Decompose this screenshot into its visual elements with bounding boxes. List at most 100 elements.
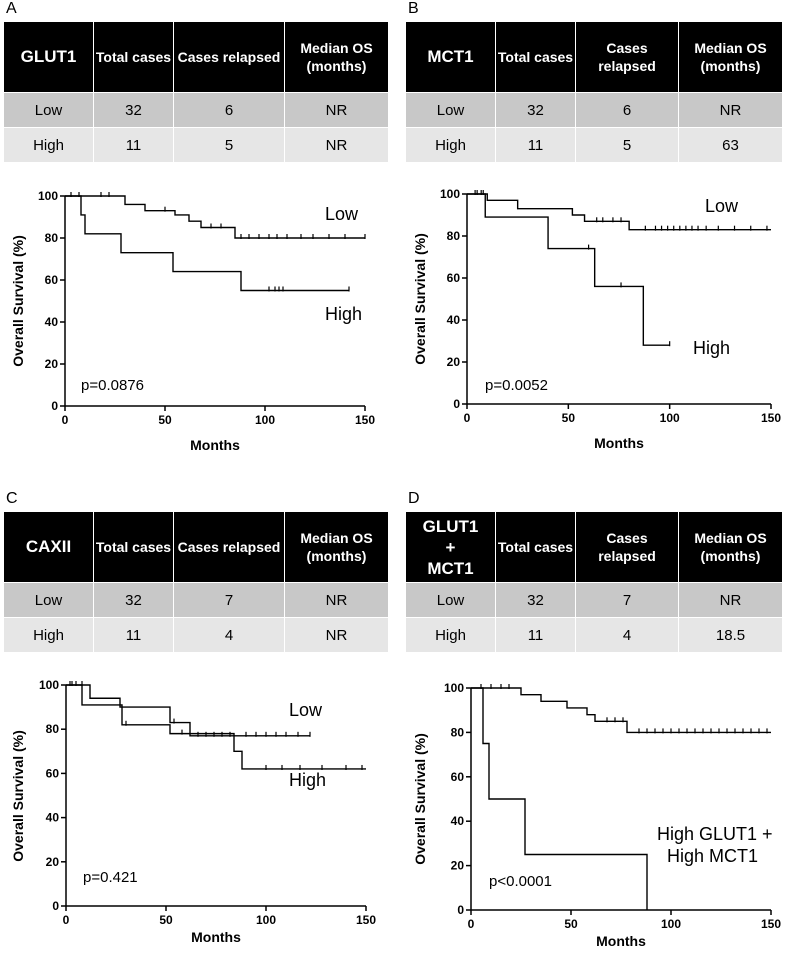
group-cell: Low bbox=[3, 92, 94, 128]
x-tick-label: 150 bbox=[356, 913, 376, 927]
y-tick-label: 40 bbox=[45, 315, 59, 329]
y-tick-label: 80 bbox=[45, 231, 59, 245]
group-cell: Low bbox=[405, 92, 496, 128]
y-tick-label: 40 bbox=[46, 811, 60, 825]
group-cell: Low bbox=[3, 582, 94, 618]
table-row: High 11 4 NR bbox=[3, 617, 389, 653]
median-cell: NR bbox=[284, 127, 389, 163]
x-tick-label: 0 bbox=[62, 413, 69, 427]
survival-curve bbox=[471, 687, 648, 910]
low-curve-label: Low bbox=[705, 196, 739, 216]
survival-curve bbox=[467, 193, 670, 346]
x-tick-label: 50 bbox=[562, 411, 576, 425]
x-tick-label: 150 bbox=[761, 917, 781, 931]
header-relapsed: Cases relapsed bbox=[575, 21, 679, 93]
relapsed-cell: 5 bbox=[173, 127, 285, 163]
table-row: High 11 5 63 bbox=[405, 127, 783, 163]
y-tick-label: 0 bbox=[457, 903, 464, 917]
y-axis-title: Overall Survival (%) bbox=[10, 235, 26, 367]
header-median: Median OS (months) bbox=[678, 511, 783, 583]
x-axis-title: Months bbox=[594, 435, 644, 451]
x-axis-title: Months bbox=[191, 929, 241, 945]
high-curve-label: High bbox=[325, 304, 362, 324]
marker-name: CAXII bbox=[3, 511, 94, 583]
header-total: Total cases bbox=[495, 511, 576, 583]
total-cell: 32 bbox=[495, 92, 576, 128]
km-chart: 0 50 100 150 0 20 40 60 80 100 Months Overall Sur… bbox=[10, 189, 375, 453]
survival-curve bbox=[65, 195, 365, 239]
km-axes: 0 50 100 150 0 20 40 60 80 100 bbox=[39, 678, 376, 927]
low-curve-label: Low bbox=[325, 204, 359, 224]
survival-curve bbox=[66, 684, 310, 737]
high-curve-label: High bbox=[289, 770, 326, 790]
km-marks bbox=[467, 190, 771, 347]
marker-name: GLUT1 bbox=[3, 21, 94, 93]
group-cell: High bbox=[3, 127, 94, 163]
total-cell: 32 bbox=[93, 582, 174, 618]
total-cell: 11 bbox=[93, 127, 174, 163]
stats-table: GLUT1 Total cases Cases relapsed Median … bbox=[3, 21, 389, 163]
total-cell: 11 bbox=[495, 617, 576, 653]
x-tick-label: 150 bbox=[761, 411, 781, 425]
table-row: Low 32 6 NR bbox=[3, 92, 389, 128]
table-row: Low 32 7 NR bbox=[405, 582, 783, 618]
panel-d: D GLUT1 + MCT1 Total cases Cases relapse… bbox=[405, 490, 792, 960]
km-chart: 0 50 100 150 0 20 40 60 80 100 Months Overall Sur… bbox=[412, 681, 781, 949]
y-tick-label: 80 bbox=[46, 722, 60, 736]
median-cell: NR bbox=[284, 92, 389, 128]
relapsed-cell: 7 bbox=[575, 582, 679, 618]
x-tick-label: 0 bbox=[464, 411, 471, 425]
y-axis-title: Overall Survival (%) bbox=[10, 730, 26, 862]
y-tick-label: 0 bbox=[51, 399, 58, 413]
survival-curve bbox=[66, 684, 366, 770]
y-tick-label: 0 bbox=[453, 397, 460, 411]
total-cell: 11 bbox=[495, 127, 576, 163]
x-tick-label: 100 bbox=[661, 917, 681, 931]
panel-a: A GLUT1 Total cases Cases relapsed Media… bbox=[3, 0, 395, 470]
low-curve-label: Low bbox=[289, 700, 323, 720]
table-row: High 11 5 NR bbox=[3, 127, 389, 163]
header-relapsed: Cases relapsed bbox=[173, 21, 285, 93]
x-axis-title: Months bbox=[596, 933, 646, 949]
p-value: p=0.421 bbox=[83, 869, 138, 886]
km-chart: 0 50 100 150 0 20 40 60 80 100 Months Overall Sur… bbox=[10, 678, 376, 945]
header-relapsed: Cases relapsed bbox=[575, 511, 679, 583]
panel-c: C CAXII Total cases Cases relapsed Media… bbox=[3, 490, 395, 960]
header-median: Median OS (months) bbox=[284, 511, 389, 583]
x-tick-label: 150 bbox=[355, 413, 375, 427]
group-cell: High bbox=[405, 127, 496, 163]
y-tick-label: 20 bbox=[451, 859, 465, 873]
panel-letter: D bbox=[408, 490, 420, 507]
median-cell: NR bbox=[678, 582, 783, 618]
km-chart: 0 50 100 150 0 20 40 60 80 100 Months Overall Sur… bbox=[412, 187, 781, 451]
y-axis-title: Overall Survival (%) bbox=[412, 733, 428, 865]
high-curve-label: High MCT1 bbox=[667, 846, 758, 866]
y-tick-label: 60 bbox=[45, 273, 59, 287]
marker-name: MCT1 bbox=[405, 21, 496, 93]
header-total: Total cases bbox=[495, 21, 576, 93]
marker-line: GLUT1 bbox=[422, 516, 479, 536]
survival-curve bbox=[471, 687, 771, 734]
panel-b: B MCT1 Total cases Cases relapsed Median… bbox=[405, 0, 792, 470]
table-row: High 11 4 18.5 bbox=[405, 617, 783, 653]
y-tick-label: 60 bbox=[46, 766, 60, 780]
group-cell: Low bbox=[405, 582, 496, 618]
header-total: Total cases bbox=[93, 21, 174, 93]
km-axes: 0 50 100 150 0 20 40 60 80 100 bbox=[38, 189, 375, 427]
relapsed-cell: 6 bbox=[173, 92, 285, 128]
y-tick-label: 60 bbox=[447, 271, 461, 285]
x-tick-label: 50 bbox=[158, 413, 172, 427]
km-axes: 0 50 100 150 0 20 40 60 80 100 bbox=[440, 187, 781, 425]
y-tick-label: 100 bbox=[440, 187, 460, 201]
marker-name: GLUT1 + MCT1 bbox=[405, 511, 496, 583]
p-value: p=0.0876 bbox=[81, 377, 144, 394]
group-cell: High bbox=[405, 617, 496, 653]
total-cell: 32 bbox=[93, 92, 174, 128]
median-cell: 18.5 bbox=[678, 617, 783, 653]
y-tick-label: 100 bbox=[444, 681, 464, 695]
km-marks bbox=[66, 681, 366, 770]
y-tick-label: 60 bbox=[451, 770, 465, 784]
median-cell: NR bbox=[284, 617, 389, 653]
x-tick-label: 100 bbox=[256, 913, 276, 927]
y-tick-label: 40 bbox=[447, 313, 461, 327]
